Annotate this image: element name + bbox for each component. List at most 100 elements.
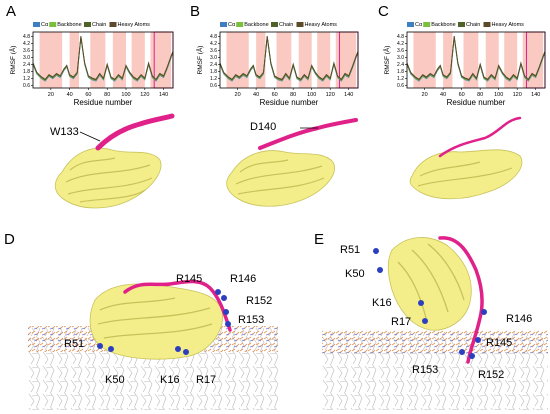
- y-tick-label: 0.6: [397, 83, 404, 89]
- x-tick-label: 140: [344, 92, 353, 98]
- x-tick-label: 20: [422, 92, 428, 98]
- legend-swatch: [296, 22, 304, 27]
- y-tick-label: 4.2: [210, 41, 217, 47]
- highlighted-loop-d: [123, 279, 232, 332]
- panel-a: A 0.61.21.82.43.03.64.24.8 20 40 60 80 100 120…: [6, 3, 175, 209]
- helix-shade: [90, 32, 106, 88]
- y-tick-label: 1.8: [210, 69, 217, 75]
- plot-frame: [219, 31, 359, 89]
- y-tick-label: 2.4: [23, 62, 30, 68]
- x-tick-label: 100: [494, 92, 503, 98]
- x-tick-label: 100: [121, 92, 130, 98]
- legend-entry: Backbone: [244, 22, 268, 28]
- membrane-headgroups-e: [322, 330, 548, 354]
- rmsf-series-line: [219, 36, 359, 81]
- legend-swatch: [271, 22, 278, 27]
- y-tick-label: 3.0: [23, 55, 30, 61]
- legend-swatch: [483, 22, 491, 27]
- rmsf-plot-b: 0.61.21.82.43.03.64.24.8 20 40 60 80 100 120 14…: [195, 22, 359, 107]
- legend-entry: Heavy Atoms: [492, 22, 525, 28]
- protein-structure-b: [226, 118, 358, 207]
- y-tick-label: 1.8: [397, 69, 404, 75]
- label-e-r145: R145: [486, 337, 512, 349]
- highlighted-helix-a: [95, 113, 175, 151]
- x-axis-label: Residue number: [74, 98, 133, 107]
- helix-shade: [150, 32, 172, 88]
- legend-entry: Chain: [92, 22, 106, 28]
- y-tick-label: 4.2: [397, 41, 404, 47]
- x-tick-label: 80: [104, 92, 110, 98]
- label-d-r17: R17: [196, 374, 216, 386]
- legend-entry: Cα: [41, 22, 49, 28]
- panel-b-letter: B: [190, 3, 200, 20]
- panel-d-letter: D: [4, 231, 15, 248]
- y-tick-label: 3.0: [397, 55, 404, 61]
- y-tick-label: 0.6: [23, 83, 30, 89]
- helix-shade: [298, 32, 312, 88]
- y-axis-label: RMSF (Å): [8, 46, 17, 75]
- label-d-r51: R51: [64, 338, 84, 350]
- legend-swatch: [33, 22, 40, 27]
- protein-structure-c: [409, 116, 523, 200]
- x-tick-label: 120: [513, 92, 522, 98]
- label-d-r153: R153: [238, 314, 264, 326]
- helix-shade: [504, 32, 518, 88]
- x-tick-label: 140: [531, 92, 540, 98]
- label-d-k16: K16: [160, 374, 180, 386]
- legend-entry: Chain: [279, 22, 293, 28]
- panel-c: C 0.61.21.82.43.03.64.24.8 20 40 60 80 100 120…: [378, 3, 546, 200]
- label-e-r146: R146: [506, 313, 532, 325]
- y-tick-label: 0.6: [210, 83, 217, 89]
- residue-markers-e: [373, 248, 487, 359]
- label-d-k50: K50: [105, 374, 125, 386]
- helix-shade: [335, 32, 357, 88]
- helix-shade: [522, 32, 544, 88]
- panel-e: E R51 K50 K16 R17 R146 R145 R153 R152: [314, 231, 548, 410]
- y-tick-label: 1.2: [23, 76, 30, 82]
- label-e-k50: K50: [345, 268, 365, 280]
- helix-shade: [112, 32, 127, 88]
- label-e-k16: K16: [372, 297, 392, 309]
- y-tick-label: 2.4: [210, 62, 217, 68]
- x-tick-label: 80: [477, 92, 483, 98]
- highlighted-loop-e: [438, 236, 484, 364]
- y-tick-label: 2.4: [397, 62, 404, 68]
- x-tick-label: 40: [440, 92, 446, 98]
- rmsf-series-line: [406, 36, 546, 81]
- legend-swatch: [220, 22, 227, 27]
- x-tick-label: 80: [290, 92, 296, 98]
- highlighted-helix-c: [438, 116, 522, 158]
- x-tick-label: 120: [326, 92, 335, 98]
- x-tick-label: 60: [459, 92, 465, 98]
- rmsf-plot-c: 0.61.21.82.43.03.64.24.8 20 40 60 80 100 120 14…: [382, 22, 546, 107]
- plot-frame: [406, 31, 546, 89]
- legend-entry: Cα: [228, 22, 236, 28]
- x-tick-label: 120: [140, 92, 149, 98]
- legend-swatch: [109, 22, 117, 27]
- residue-arrow-a: [79, 131, 101, 142]
- protein-structure-a: [54, 113, 175, 209]
- x-tick-label: 60: [85, 92, 91, 98]
- legend-swatch: [236, 22, 244, 27]
- y-tick-label: 3.6: [210, 48, 217, 54]
- x-tick-label: 40: [253, 92, 259, 98]
- x-axis-label: Residue number: [260, 98, 319, 107]
- label-e-r17: R17: [391, 316, 411, 328]
- y-tick-label: 3.6: [23, 48, 30, 54]
- protein-structure-e: [387, 236, 484, 364]
- label-d-r145: R145: [176, 273, 202, 285]
- legend-entry: Backbone: [57, 22, 81, 28]
- x-axis-label: Residue number: [447, 98, 506, 107]
- y-tick-label: 3.0: [210, 55, 217, 61]
- y-tick-label: 4.2: [23, 41, 30, 47]
- x-tick-label: 140: [159, 92, 168, 98]
- x-tick-label: 100: [307, 92, 316, 98]
- x-tick-label: 40: [67, 92, 73, 98]
- y-axis-label: RMSF (Å): [195, 46, 204, 75]
- legend-swatch: [423, 22, 431, 27]
- helix-shade: [443, 32, 453, 88]
- panel-a-letter: A: [6, 3, 16, 20]
- legend-entry: Backbone: [431, 22, 455, 28]
- y-tick-label: 4.8: [210, 34, 217, 40]
